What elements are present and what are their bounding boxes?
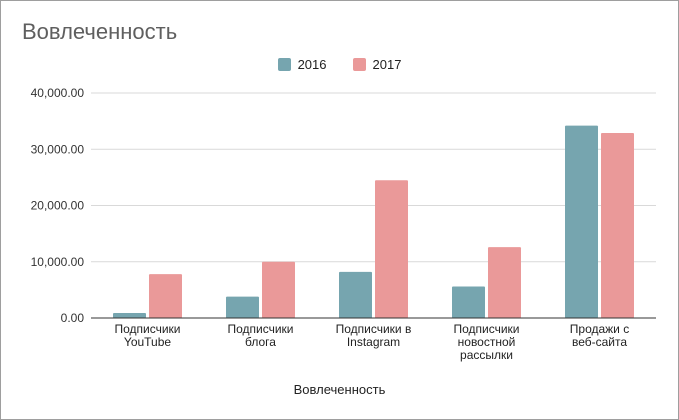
bar-2016-5[interactable] [565,125,598,318]
y-tick-label: 10,000.00 [31,255,85,269]
x-tick-label: Подписчики YouTube [114,322,180,349]
bar-2017-5[interactable] [601,132,634,318]
x-tick-label: Продажи с веб-сайта [570,322,629,349]
bar-2017-1[interactable] [149,274,182,318]
x-axis-title: Вовлеченность [293,382,386,397]
legend-item-2016[interactable]: 2016 [277,57,327,72]
x-tick-label: Подписчики блога [227,322,293,349]
y-tick-label: 40,000.00 [31,86,85,100]
chart-title: Вовлеченность [22,19,178,44]
y-tick-label: 0.00 [61,311,85,325]
bar-2017-2[interactable] [262,261,295,318]
legend-label-2016: 2016 [297,57,327,72]
x-tick-label: Подписчики в Instagram [336,322,412,349]
bar-2017-4[interactable] [488,247,521,318]
y-tick-label: 20,000.00 [31,199,85,213]
bar-2016-2[interactable] [226,296,259,318]
x-tick-label: Подписчики новостной рассылки [453,322,519,362]
y-tick-label: 30,000.00 [31,142,85,156]
legend-item-2017[interactable]: 2017 [352,57,402,72]
chart-legend: 2016 2017 [1,57,678,72]
legend-swatch-2017 [352,58,366,71]
bar-2016-4[interactable] [452,286,485,319]
bar-2016-3[interactable] [339,271,372,318]
bar-2016-1[interactable] [113,312,146,318]
bar-2017-3[interactable] [375,180,408,318]
legend-label-2017: 2017 [372,57,402,72]
legend-swatch-2016 [277,58,291,71]
